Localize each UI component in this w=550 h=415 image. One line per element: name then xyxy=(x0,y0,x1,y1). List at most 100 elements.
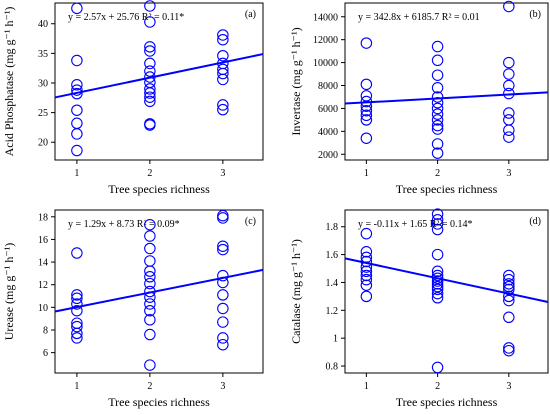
chart-panel-4: 1 2 3 0.8 1 1.2 1.4 1.6 1.8 Tree species richness… xyxy=(289,208,549,409)
data-point xyxy=(431,283,444,296)
y-tick-label: 8000 xyxy=(318,81,338,92)
data-point xyxy=(217,316,229,328)
data-point xyxy=(360,273,373,286)
data-point xyxy=(144,271,156,283)
data-point xyxy=(360,261,373,273)
data-point xyxy=(431,147,444,159)
data-point xyxy=(503,124,515,136)
x-tick-label: 1 xyxy=(74,381,79,392)
regression-equation: y = -0.11x + 1.65 R² = 0.14* xyxy=(358,219,473,230)
y-tick-label: 8 xyxy=(43,325,48,336)
x-tick-label: 3 xyxy=(220,381,225,392)
x-tick-label: 3 xyxy=(506,168,511,179)
data-point xyxy=(360,132,373,144)
y-tick-label: 12000 xyxy=(313,35,338,46)
data-point xyxy=(503,269,515,282)
data-point xyxy=(144,328,156,341)
plot-frame xyxy=(54,2,264,161)
data-point xyxy=(144,230,156,242)
x-tick-label: 1 xyxy=(364,168,369,179)
data-point xyxy=(503,68,515,80)
data-point xyxy=(144,285,156,298)
y-tick-label: 6 xyxy=(43,348,48,359)
data-point xyxy=(144,298,156,310)
data-point xyxy=(431,40,444,53)
y-tick-label: 40 xyxy=(38,19,48,30)
x-tick-label: 2 xyxy=(435,381,440,392)
y-tick-label: 4000 xyxy=(318,127,338,138)
data-point xyxy=(503,107,515,119)
data-point xyxy=(217,332,229,344)
y-tick-label: 1.8 xyxy=(326,222,339,233)
x-axis-label: Tree species richness xyxy=(108,395,210,409)
data-point xyxy=(503,79,515,92)
regression-equation: y = 1.29x + 8.73 R² = 0.09* xyxy=(68,219,180,230)
data-point xyxy=(144,291,156,303)
data-point xyxy=(144,119,156,131)
data-point xyxy=(431,208,444,220)
data-point xyxy=(503,311,515,324)
x-axis-label: Tree species richness xyxy=(396,395,498,409)
data-point xyxy=(71,2,83,15)
data-point xyxy=(503,87,515,100)
y-tick-label: 6000 xyxy=(318,104,338,115)
data-point xyxy=(71,289,83,301)
data-point xyxy=(431,265,444,278)
data-point xyxy=(431,280,444,293)
data-point xyxy=(431,108,444,120)
x-tick-label: 2 xyxy=(435,168,440,179)
y-tick-label: 10 xyxy=(38,303,48,314)
data-point xyxy=(503,294,515,307)
x-tick-label: 3 xyxy=(506,381,511,392)
data-point xyxy=(503,280,515,293)
data-point xyxy=(144,16,156,28)
data-point xyxy=(360,114,373,126)
data-point xyxy=(144,255,156,267)
data-point xyxy=(144,83,156,95)
panel-label: (c) xyxy=(245,216,256,227)
data-point xyxy=(431,69,444,81)
data-point xyxy=(217,212,229,224)
data-point xyxy=(71,117,83,130)
data-point xyxy=(71,144,83,157)
y-tick-label: 14000 xyxy=(313,12,338,23)
data-point xyxy=(431,119,444,132)
data-point xyxy=(217,338,229,351)
data-point xyxy=(360,290,373,303)
data-point xyxy=(503,0,515,13)
y-tick-label: 1 xyxy=(333,334,338,345)
regression-line xyxy=(344,257,549,303)
data-point xyxy=(431,218,444,230)
chart-panel-2: 1 2 3 2000 4000 6000 8000 10000 12000 14000 Tree s… xyxy=(289,0,549,196)
data-point xyxy=(144,304,156,317)
regression-line xyxy=(344,91,549,105)
chart-panel-1: 1 2 3 20 25 30 35 40 Tree species richness Acid P… xyxy=(2,0,264,196)
data-point xyxy=(217,269,229,282)
y-tick-label: 0.8 xyxy=(326,362,339,373)
data-point xyxy=(71,298,83,310)
regression-line xyxy=(54,268,264,313)
data-point xyxy=(431,114,444,126)
y-tick-label: 18 xyxy=(38,212,48,223)
data-point xyxy=(503,342,515,354)
data-point xyxy=(144,87,156,99)
data-point xyxy=(360,100,373,112)
data-point xyxy=(144,277,156,290)
y-axis-label: Invertase (mg g⁻¹ h⁻¹) xyxy=(289,27,303,135)
y-tick-label: 25 xyxy=(38,108,48,119)
data-point xyxy=(71,79,83,91)
data-point xyxy=(431,102,444,115)
data-point xyxy=(144,91,156,103)
data-point xyxy=(217,243,229,256)
data-point xyxy=(503,131,515,143)
data-point xyxy=(144,265,156,277)
data-point xyxy=(503,283,515,296)
y-tick-label: 1.2 xyxy=(326,306,339,317)
y-tick-label: 20 xyxy=(38,138,48,149)
data-point xyxy=(144,0,156,12)
data-point xyxy=(431,91,444,103)
data-point xyxy=(144,65,156,77)
data-point xyxy=(431,269,444,282)
data-point xyxy=(144,359,156,371)
